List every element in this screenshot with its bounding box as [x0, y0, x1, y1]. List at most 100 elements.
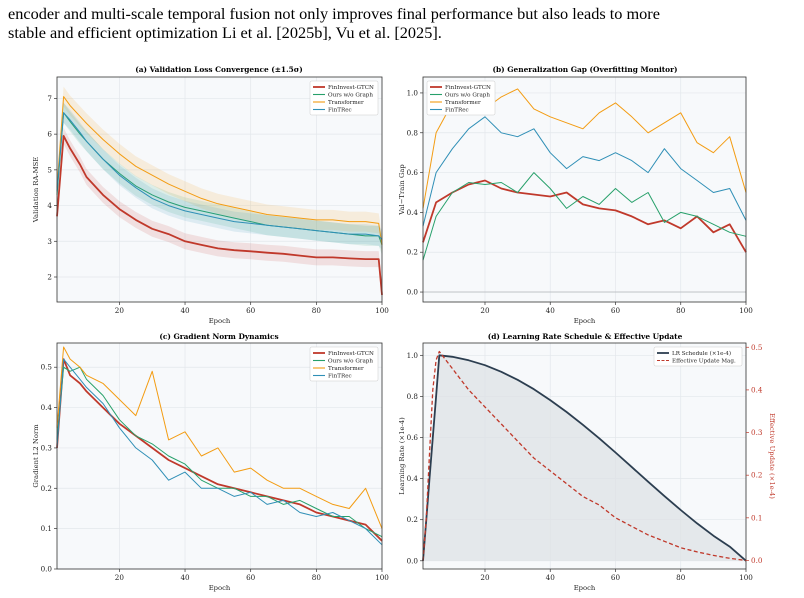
y-tick-label: 0.3 [41, 443, 53, 452]
legend-label-fininvest: FinInvest-GTCN [328, 351, 374, 357]
x-tick-label: 20 [115, 573, 125, 582]
y-tick-label: 0.0 [407, 556, 419, 565]
chart-panel-3: (c) Gradient Norm Dynamics 20 40 60 80 100 0.0… [32, 332, 389, 592]
lr-area-fill [423, 355, 746, 561]
chart-title: (b) Generalization Gap (Overfitting Moni… [492, 65, 677, 74]
series-line-effective [422, 350, 747, 562]
legend-box [309, 346, 379, 382]
y-tick-label: 1.0 [407, 88, 419, 97]
y-tick-label: 0.0 [407, 288, 419, 297]
y-tick-label: 0.4 [407, 474, 419, 483]
legend-box [653, 346, 743, 367]
x-tick-label: 40 [180, 573, 190, 582]
series-line-ours_wo_graph [422, 172, 747, 261]
series-line-fintrec [56, 358, 383, 546]
legend-label-ours_wo_graph: Ours w/o Graph [328, 359, 373, 365]
y-axis-label: Learning Rate (×1e-4) [398, 417, 406, 495]
y-tick-label: 0.2 [407, 515, 418, 524]
y-tick-label: 0.4 [407, 208, 419, 217]
series-line-ours_wo_graph [56, 366, 383, 538]
legend-label-effective: Effective Update Mag. [672, 359, 736, 365]
legend-label-fininvest: FinInvest-GTCN [445, 85, 491, 91]
legend-label-lr: LR Schedule (×1e-4) [672, 350, 731, 357]
y-tick-label: 5 [47, 165, 52, 174]
series-line-lr [422, 354, 747, 562]
x-tick-label: 20 [480, 306, 490, 315]
band-fininvest [57, 127, 382, 303]
plot-frame [422, 342, 747, 570]
y-axis-label: Val−Train Gap [398, 164, 406, 216]
series-line-fintrec [422, 116, 747, 227]
legend-label-transformer: Transformer [445, 100, 481, 106]
x-tick-label: 40 [546, 306, 556, 315]
paper-text-line-2: stable and efficient optimization Li et … [8, 23, 442, 42]
x-axis-label: Epoch [209, 584, 231, 592]
legend-box [426, 80, 496, 116]
x-tick-label: 60 [246, 573, 256, 582]
y-tick-label: 1.0 [407, 351, 419, 360]
x-tick-label: 60 [611, 306, 621, 315]
x-tick-label: 40 [546, 573, 556, 582]
x-axis-label: Epoch [209, 317, 231, 325]
chart-panel-4: (d) Learning Rate Schedule & Effective U… [398, 332, 776, 592]
legend-label-fintrec: FinTRec [445, 108, 469, 114]
y-tick-label: 0.8 [407, 128, 419, 137]
y-tick-label: 0.4 [41, 403, 53, 412]
y2-tick-label: 0.5 [751, 343, 763, 352]
y-tick-label: 0.6 [407, 168, 419, 177]
chart-panel-2: (b) Generalization Gap (Overfitting Moni… [398, 65, 753, 325]
plot-frame [56, 342, 383, 570]
x-tick-label: 80 [312, 306, 322, 315]
x-tick-label: 100 [375, 306, 389, 315]
plot-frame [56, 76, 383, 303]
y-tick-label: 0.2 [41, 484, 52, 493]
legend-label-transformer: Transformer [328, 366, 364, 372]
plot-frame [422, 76, 747, 303]
legend-label-ours_wo_graph: Ours w/o Graph [445, 93, 490, 99]
x-tick-label: 100 [739, 573, 753, 582]
series-line-fininvest [56, 135, 383, 295]
y-axis-label: Validation RA-MSE [32, 157, 40, 224]
y-tick-label: 7 [47, 94, 52, 103]
band-fintrec [57, 102, 382, 250]
band-transformer [57, 86, 382, 255]
x-tick-label: 100 [375, 573, 389, 582]
x-tick-label: 100 [739, 306, 753, 315]
series-line-fintrec [56, 112, 383, 240]
legend-box [309, 80, 379, 116]
legend-label-fintrec: FinTRec [328, 374, 352, 380]
chart-title: (d) Learning Rate Schedule & Effective U… [488, 332, 683, 341]
paper-text-line-1: encoder and multi-scale temporal fusion … [8, 4, 660, 23]
chart-panel-1: (a) Validation Loss Convergence (±1.5σ) 2… [32, 65, 389, 325]
y2-tick-label: 0.4 [751, 385, 763, 394]
chart-title: (a) Validation Loss Convergence (±1.5σ) [135, 65, 302, 74]
x-tick-label: 20 [115, 306, 125, 315]
y2-tick-label: 0.0 [751, 556, 763, 565]
x-axis-label: Epoch [574, 584, 596, 592]
x-tick-label: 60 [611, 573, 621, 582]
y-tick-label: 0.5 [41, 363, 53, 372]
x-tick-label: 60 [246, 306, 256, 315]
y-tick-label: 0.2 [407, 248, 418, 257]
series-line-fininvest [56, 358, 383, 542]
y-axis-label: Gradient L2 Norm [32, 424, 40, 488]
x-tick-label: 80 [312, 573, 322, 582]
series-line-transformer [56, 346, 383, 529]
legend-label-ours_wo_graph: Ours w/o Graph [328, 93, 373, 99]
y-tick-label: 3 [47, 237, 52, 246]
y2-tick-label: 0.3 [751, 428, 763, 437]
y-tick-label: 0.8 [407, 392, 419, 401]
x-tick-label: 40 [180, 306, 190, 315]
y-tick-label: 0.1 [41, 524, 52, 533]
series-line-transformer [56, 96, 383, 245]
legend-label-fintrec: FinTRec [328, 108, 352, 114]
x-axis-label: Epoch [574, 317, 596, 325]
legend-label-transformer: Transformer [328, 100, 364, 106]
y-tick-label: 6 [47, 130, 52, 139]
x-tick-label: 20 [480, 573, 490, 582]
y-tick-label: 0.0 [41, 565, 53, 574]
band-ours_wo_graph [57, 102, 382, 255]
